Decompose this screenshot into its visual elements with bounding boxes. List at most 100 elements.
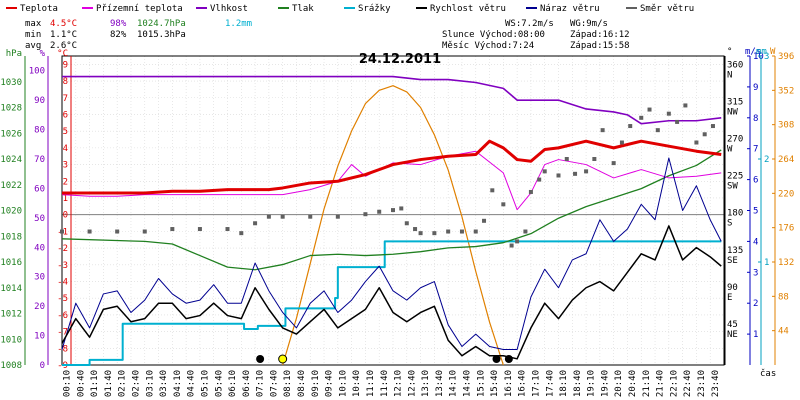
x-tick-label: 23:40 — [711, 370, 721, 397]
ms-axis-tick: 5 — [753, 207, 758, 217]
ms-axis-title: m/s — [745, 47, 761, 57]
grid — [61, 55, 725, 366]
legend-label: Srážky — [358, 4, 391, 14]
pct-axis-tick: 30 — [34, 273, 45, 283]
wind-dir-point — [115, 229, 120, 234]
hpa-axis-tick: 1028 — [0, 104, 22, 114]
stats-min-temp: 1.1°C — [50, 30, 77, 40]
stats-moonset: Západ:15:58 — [570, 41, 630, 51]
x-tick-label: 07:40 — [269, 370, 279, 397]
stats-moonrise: Měsíc Východ:7:24 — [442, 41, 534, 51]
pct-axis-title: % — [40, 49, 46, 59]
x-tick-label: 14:40 — [463, 370, 473, 397]
hpa-axis-tick: 1016 — [0, 258, 22, 268]
ms-axis-tick: 6 — [753, 176, 758, 186]
wind-dir-point — [710, 124, 715, 129]
stats-max-label: max — [25, 19, 42, 29]
wind-dir-point — [675, 119, 680, 124]
wind-dir-point — [308, 214, 313, 219]
hpa-axis-tick: 1010 — [0, 335, 22, 345]
degc-axis-title: °C — [57, 49, 68, 59]
hpa-axis-tick: 1012 — [0, 310, 22, 320]
x-tick-label: 20:10 — [614, 370, 624, 397]
wdeg-axis-tick: 180 — [727, 209, 743, 219]
wdeg-axis-tick: 45 — [727, 320, 738, 330]
mm-axis-tick: 3 — [764, 52, 769, 62]
wdeg-axis-tick: 135 — [727, 246, 743, 256]
legend-label: Teplota — [20, 4, 58, 14]
stats-max-hum: 98% — [110, 19, 127, 29]
stats-sunrise: Slunce Východ:08:00 — [442, 30, 545, 40]
x-tick-label: 20:40 — [628, 370, 638, 397]
ms-axis-tick: 10 — [753, 52, 764, 62]
x-tick-label: 21:10 — [642, 370, 652, 397]
x-tick-label: 01:40 — [104, 370, 114, 397]
ms-axis-tick: 3 — [753, 268, 758, 278]
wind-dir-point — [197, 227, 202, 232]
degc-axis-tick: 6 — [63, 110, 68, 120]
pct-axis-tick: 90 — [34, 96, 45, 106]
wind-dir-point — [399, 206, 404, 211]
degc-axis-tick: 7 — [63, 94, 68, 104]
wind-dir-point — [611, 161, 616, 166]
x-tick-label: 18:10 — [559, 370, 569, 397]
sunrise-marker — [278, 354, 288, 364]
solar-line — [282, 85, 504, 366]
wind-dir-point — [628, 124, 633, 129]
stats-ws: WS:7.2m/s — [505, 19, 554, 29]
pct-axis-tick: 70 — [34, 155, 45, 165]
degc-axis-tick: 8 — [63, 77, 68, 87]
wind-dir-point — [363, 212, 368, 217]
degc-axis-tick: 5 — [63, 127, 68, 137]
wdeg-axis-dir: W — [727, 145, 733, 155]
wind-dir-point — [528, 189, 533, 194]
degc-axis-tick: 0 — [63, 211, 68, 221]
x-tick-label: 09:10 — [311, 370, 321, 397]
wind-dir-point — [413, 227, 418, 232]
sunset-marker — [504, 355, 513, 363]
wdeg-axis-tick: 270 — [727, 135, 743, 145]
x-tick-label: 06:10 — [228, 370, 238, 397]
wind-dir-point — [600, 128, 605, 133]
wdeg-axis-dir: SW — [727, 182, 738, 192]
x-tick-label: 10:10 — [338, 370, 348, 397]
x-tick-label: 12:40 — [407, 370, 417, 397]
hpa-axis-tick: 1020 — [0, 207, 22, 217]
hpa-axis-tick: 1022 — [0, 181, 22, 191]
degc-axis-tick: 1 — [63, 194, 68, 204]
w-axis-tick: 88 — [778, 292, 789, 302]
wind-dir-point — [702, 132, 707, 137]
legend-label: Přízemní teplota — [96, 4, 183, 14]
mm-axis-tick: 1 — [764, 258, 769, 268]
wdeg-axis-dir: N — [727, 70, 732, 80]
wind-dir-point — [432, 231, 437, 236]
pct-axis-tick: 20 — [34, 302, 45, 312]
x-tick-label: 15:40 — [490, 370, 500, 397]
gust-line — [61, 157, 722, 351]
wind-dir-point — [515, 239, 520, 244]
pct-axis-tick: 0 — [40, 361, 45, 371]
stats-avg-label: avg — [25, 41, 41, 51]
x-tick-label: 15:10 — [476, 370, 486, 397]
x-tick-label: 21:40 — [656, 370, 666, 397]
pct-axis-tick: 10 — [34, 332, 45, 342]
stats-max-rain: 1.2mm — [225, 19, 252, 29]
mm-axis-tick: 2 — [764, 155, 769, 165]
wdeg-axis-tick: 225 — [727, 172, 743, 182]
humidity-line — [62, 75, 722, 125]
x-tick-label: 04:10 — [173, 370, 183, 397]
wdeg-axis-tick: 90 — [727, 283, 738, 293]
wind-dir-point — [501, 202, 506, 207]
wind-dir-point — [239, 231, 244, 236]
wind-dir-point — [170, 227, 175, 232]
x-tick-label: 07:10 — [256, 370, 266, 397]
wind-dir-point — [683, 103, 688, 108]
x-tick-label: 19:40 — [600, 370, 610, 397]
x-tick-label: 02:10 — [118, 370, 128, 397]
wind-dir-point — [490, 188, 495, 193]
wind-dir-point — [537, 177, 542, 182]
x-tick-label: 16:10 — [504, 370, 514, 397]
x-tick-label: 09:40 — [325, 370, 335, 397]
